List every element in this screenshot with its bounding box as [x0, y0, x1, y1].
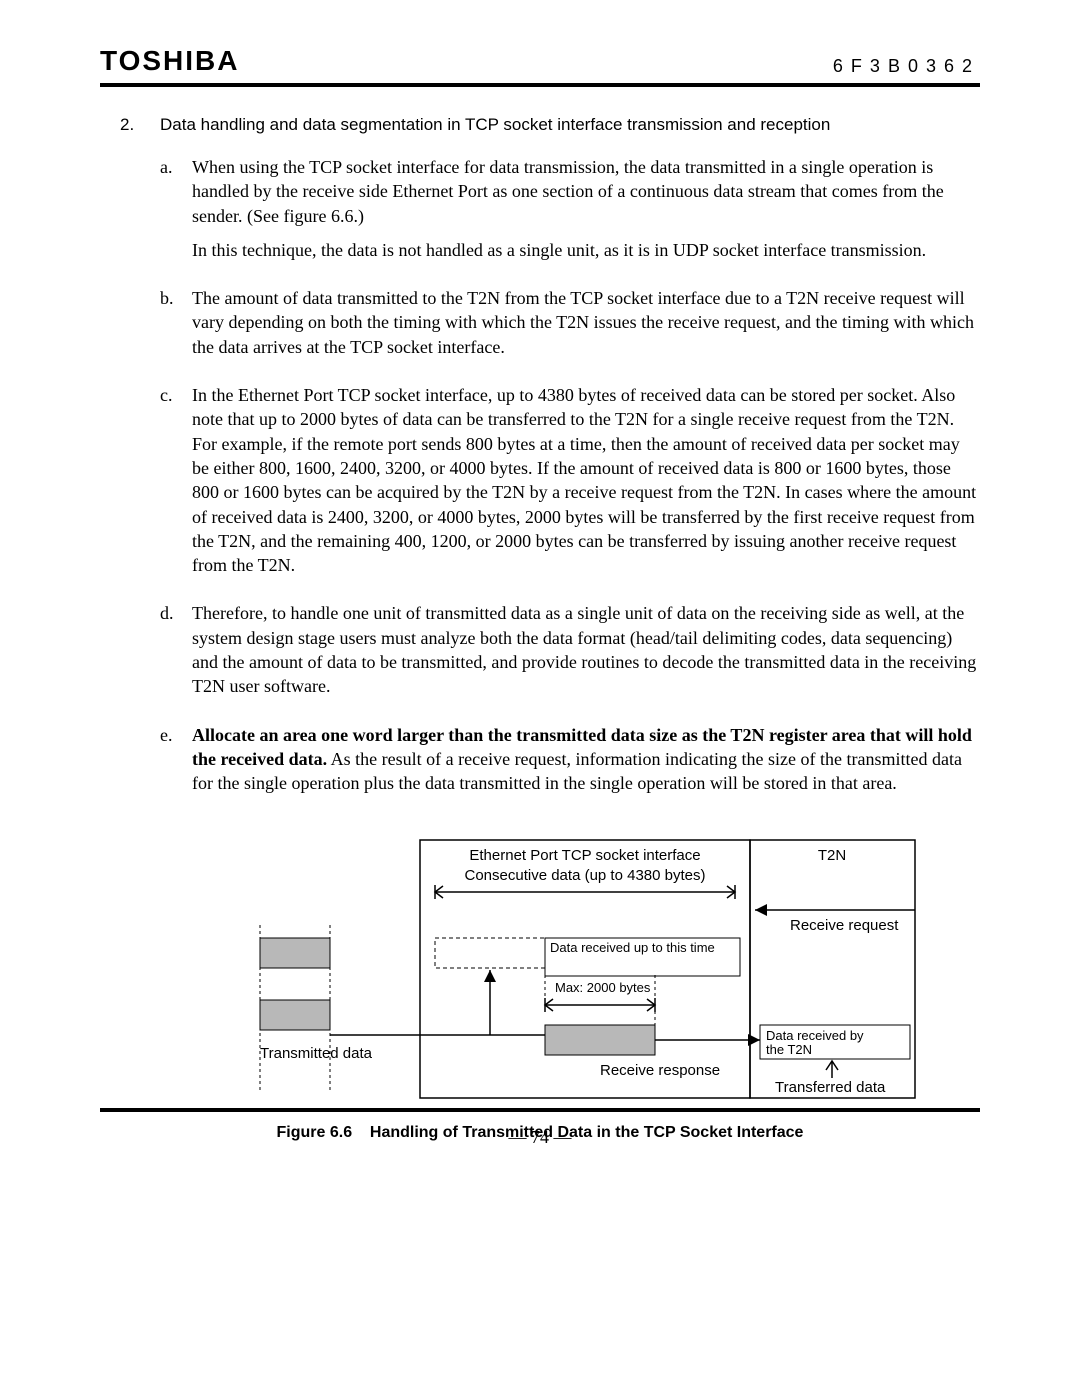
t2n-label: T2N: [818, 847, 846, 864]
receive-request-label: Receive request: [790, 917, 899, 934]
transferred-label: Transferred data: [775, 1079, 886, 1096]
brand-logo: TOSHIBA: [100, 45, 240, 77]
gray-box: [260, 1000, 330, 1030]
footer-rule: [100, 1108, 980, 1112]
data-received-t2n-label-1: Data received by: [766, 1028, 864, 1043]
item-label: a.: [160, 155, 192, 272]
data-received-t2n-label-2: the T2N: [766, 1042, 812, 1057]
section-title: Data handling and data segmentation in T…: [160, 115, 980, 135]
item-body: When using the TCP socket interface for …: [192, 155, 980, 272]
item-body: Therefore, to handle one unit of transmi…: [192, 601, 980, 708]
figure-svg: Ethernet Port TCP socket interface Conse…: [160, 830, 920, 1110]
list-item: d. Therefore, to handle one unit of tran…: [160, 601, 980, 708]
list-item: a. When using the TCP socket interface f…: [160, 155, 980, 272]
item-label: d.: [160, 601, 192, 708]
list-item: e. Allocate an area one word larger than…: [160, 723, 980, 806]
item-body: Allocate an area one word larger than th…: [192, 723, 980, 806]
section-heading: 2. Data handling and data segmentation i…: [100, 115, 980, 135]
paragraph: When using the TCP socket interface for …: [192, 155, 980, 228]
list-item: c. In the Ethernet Port TCP socket inter…: [160, 383, 980, 587]
receive-response-label: Receive response: [600, 1062, 720, 1079]
item-list: a. When using the TCP socket interface f…: [160, 155, 980, 806]
paragraph: Therefore, to handle one unit of transmi…: [192, 601, 980, 698]
list-item: b. The amount of data transmitted to the…: [160, 286, 980, 369]
section-number: 2.: [100, 115, 160, 135]
max-bytes-label: Max: 2000 bytes: [555, 980, 651, 995]
consecutive-label: Consecutive data (up to 4380 bytes): [465, 867, 706, 884]
ethernet-label: Ethernet Port TCP socket interface: [469, 847, 700, 864]
page: TOSHIBA 6F3B0362 2. Data handling and da…: [0, 0, 1080, 1172]
item-label: c.: [160, 383, 192, 587]
item-label: e.: [160, 723, 192, 806]
gray-box: [260, 938, 330, 968]
data-received-time-label: Data received up to this time: [550, 940, 715, 955]
page-header: TOSHIBA 6F3B0362: [100, 45, 980, 87]
figure: Ethernet Port TCP socket interface Conse…: [100, 830, 980, 1142]
page-number: — 74 —: [0, 1127, 1080, 1148]
gray-box: [545, 1025, 655, 1055]
dashed-box: [435, 938, 545, 968]
paragraph: The amount of data transmitted to the T2…: [192, 286, 980, 359]
paragraph: In this technique, the data is not handl…: [192, 238, 980, 262]
transmitted-label: Transmitted data: [260, 1045, 373, 1062]
item-body: In the Ethernet Port TCP socket interfac…: [192, 383, 980, 587]
item-label: b.: [160, 286, 192, 369]
item-body: The amount of data transmitted to the T2…: [192, 286, 980, 369]
paragraph: Allocate an area one word larger than th…: [192, 723, 980, 796]
doc-id: 6F3B0362: [833, 56, 980, 77]
paragraph: In the Ethernet Port TCP socket interfac…: [192, 383, 980, 577]
